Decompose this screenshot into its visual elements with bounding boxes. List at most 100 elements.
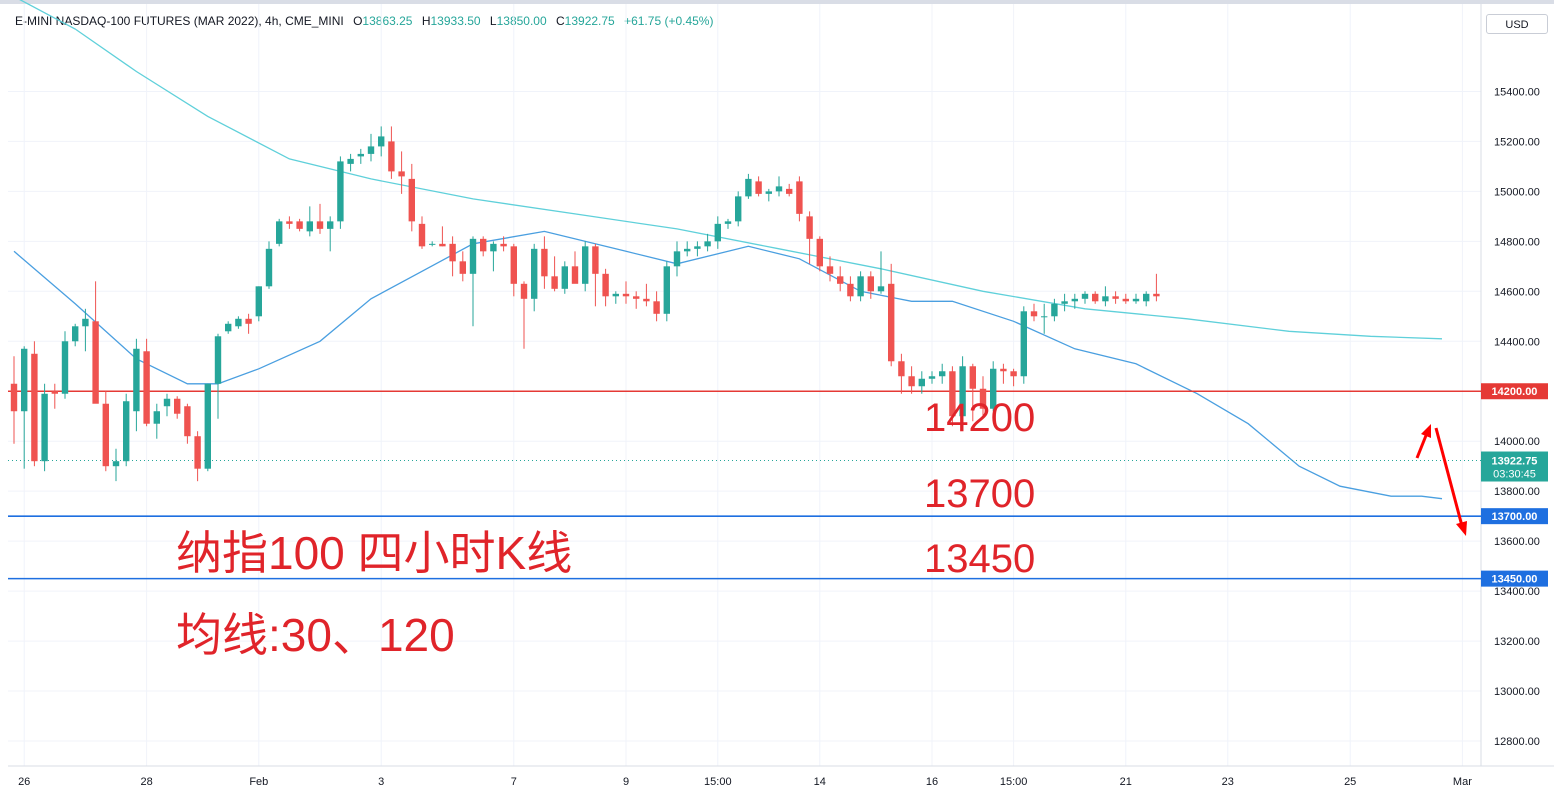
candle: [143, 338, 150, 427]
candle: [367, 133, 375, 162]
candle: [898, 353, 905, 394]
candle: [663, 261, 670, 322]
arrow-down: [1434, 427, 1467, 536]
candle: [755, 176, 762, 197]
candle-body: [10, 383, 18, 412]
candle-body: [837, 276, 844, 284]
candle: [571, 251, 579, 284]
candle: [1030, 303, 1038, 322]
time-axis[interactable]: 26 28 Feb 3 7 9 15:00 14 16 15:00 21 23 25 Mar: [8, 765, 1554, 788]
candle-body: [469, 238, 477, 274]
candle-body: [867, 276, 874, 292]
candle: [133, 338, 140, 432]
price-tick-label: 14800.00: [1494, 236, 1540, 248]
level-badge-14200: [1481, 383, 1548, 400]
candle-body: [653, 301, 660, 314]
candle: [398, 151, 405, 194]
candle-body: [112, 461, 120, 467]
candle: [1081, 291, 1089, 304]
candle-body: [1092, 293, 1099, 302]
candle: [1143, 291, 1150, 307]
candle: [153, 403, 160, 439]
level-badge-text: 13700.00: [1492, 511, 1538, 523]
candle: [102, 391, 109, 472]
candle: [531, 243, 538, 312]
price-tick-label: 13800.00: [1494, 486, 1540, 498]
candle: [979, 376, 987, 417]
candle: [327, 216, 334, 252]
candle: [949, 366, 956, 427]
time-tick-label: 7: [511, 776, 517, 788]
candle: [877, 251, 885, 294]
candle-body: [367, 146, 375, 154]
candle: [1010, 368, 1017, 387]
candle-body: [123, 401, 130, 462]
candle-body: [663, 266, 670, 314]
candle-body: [755, 181, 762, 194]
legend-high-value: 13933.50: [430, 14, 481, 28]
candle: [245, 313, 252, 334]
candle: [408, 163, 415, 232]
candle: [255, 286, 262, 322]
candle-body: [1102, 296, 1109, 302]
candle-body: [918, 378, 925, 387]
candle: [225, 321, 232, 334]
candle: [10, 356, 18, 444]
legend-open-label: O: [353, 14, 363, 28]
candle: [847, 276, 854, 302]
annotation-ma-note: 均线:30、120: [176, 609, 455, 661]
candle-body: [1132, 298, 1140, 302]
top-toolbar-strip: [0, 0, 1554, 4]
candle-body: [684, 248, 691, 252]
candle-body: [490, 243, 497, 252]
candle-body: [735, 196, 742, 222]
candle: [184, 403, 191, 444]
candle-body: [306, 221, 313, 232]
candle-body: [847, 283, 854, 297]
candle-body: [357, 153, 364, 157]
annotation-13450: 13450: [924, 537, 1035, 581]
candle-body: [1071, 298, 1078, 302]
candle-body: [153, 411, 160, 424]
candle-body: [92, 321, 99, 404]
candle-body: [21, 348, 28, 412]
candle: [745, 173, 752, 199]
candle: [735, 191, 742, 227]
candle-body: [531, 248, 538, 299]
candle-body: [796, 181, 803, 214]
candle-body: [1051, 303, 1058, 317]
candle: [1112, 291, 1119, 304]
candle: [265, 241, 273, 289]
time-tick-label: 28: [140, 776, 152, 788]
candle-body: [163, 398, 171, 407]
candle: [31, 341, 38, 467]
candle-body: [316, 221, 324, 229]
annotation-14200: 14200: [924, 396, 1035, 440]
candle-body: [745, 178, 752, 197]
candle: [439, 226, 446, 247]
level-badge-text: 14200.00: [1492, 386, 1538, 398]
candle-body: [296, 221, 303, 229]
candle-body: [673, 251, 681, 267]
time-tick-label: 25: [1344, 776, 1356, 788]
price-tick-label: 15400.00: [1494, 86, 1540, 98]
candle: [826, 256, 834, 282]
candle: [61, 331, 69, 399]
candle: [459, 251, 466, 282]
candle-body: [41, 393, 48, 462]
candle-body: [806, 216, 813, 239]
candle-body: [1061, 301, 1068, 304]
candle-body: [826, 266, 834, 274]
last-price-text: 13922.75: [1492, 456, 1538, 468]
candle: [867, 271, 874, 299]
candle-body: [561, 266, 568, 289]
candle-body: [990, 368, 997, 409]
currency-button[interactable]: USD: [1486, 14, 1548, 34]
candle: [276, 218, 283, 247]
candle: [1020, 306, 1027, 384]
annotation-title: 纳指100 四小时K线: [176, 527, 572, 579]
candle: [1122, 293, 1129, 304]
